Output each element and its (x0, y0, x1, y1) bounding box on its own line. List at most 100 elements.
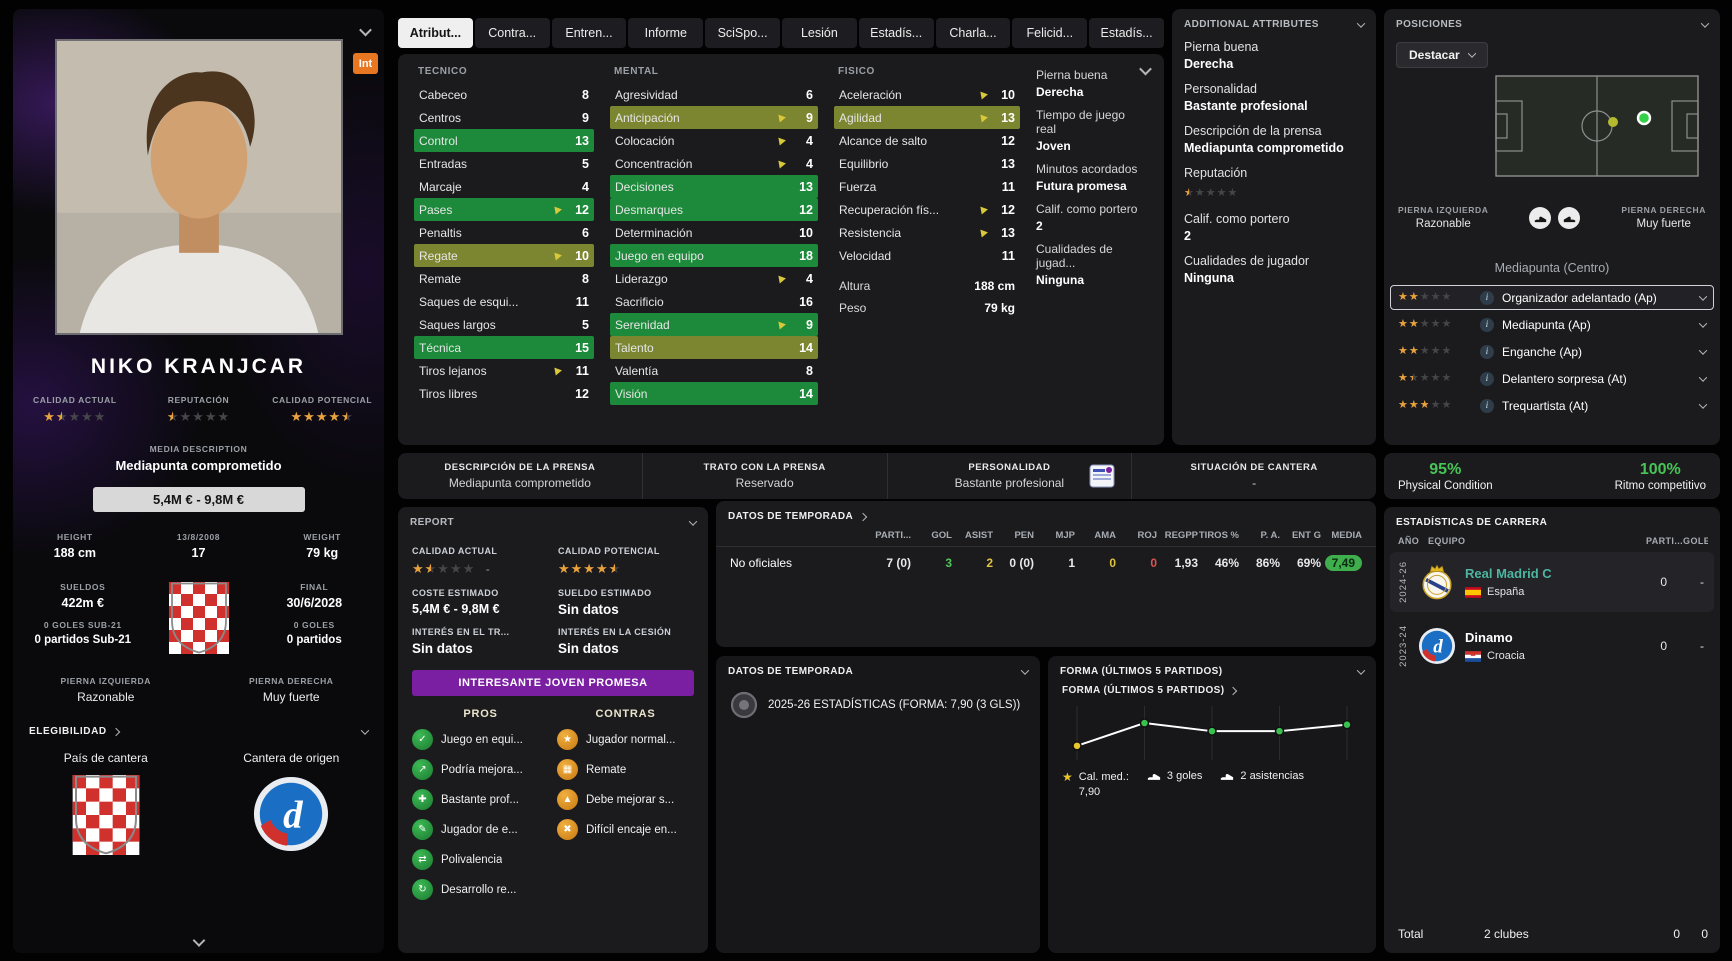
tab[interactable]: Informe (628, 18, 704, 48)
chevron-down-icon[interactable] (1356, 665, 1366, 675)
stat-value: 0 (1109, 556, 1116, 570)
role-label: Mediapunta (Ap) (1502, 317, 1591, 332)
tab[interactable]: SciSpo... (705, 18, 780, 48)
con-label: Remate (586, 763, 627, 776)
role-row[interactable]: ★★★★★★★★★★ i Mediapunta (Ap) (1390, 312, 1714, 337)
season-summary-row[interactable]: 2025-26 ESTADÍSTICAS (FORMA: 7,90 (3 GLS… (716, 683, 1040, 727)
attribute-name: Regate (419, 248, 458, 263)
peso-value: 79 kg (984, 301, 1015, 315)
weight-label: WEIGHT (303, 532, 341, 542)
career-row[interactable]: 2024-26 Real Madrid C España 0 - (1390, 552, 1714, 612)
tab[interactable]: Charla... (935, 18, 1011, 48)
team-name[interactable]: Dinamo (1465, 630, 1513, 646)
form-link[interactable]: FORMA (ÚLTIMOS 5 PARTIDOS) (1048, 683, 1376, 696)
attribute-value: 13 (575, 133, 589, 148)
destacar-dropdown[interactable]: Destacar (1396, 42, 1488, 68)
pro-icon: ⇄ (412, 849, 433, 870)
form-chart (1072, 706, 1352, 760)
role-label: Delantero sorpresa (At) (1502, 371, 1627, 386)
season-stats-title: DATOS DE TEMPORADA (728, 511, 854, 522)
chevron-down-icon[interactable] (359, 23, 372, 37)
attribute-name: Recuperación fís... (839, 202, 940, 217)
tab[interactable]: Estadís... (1089, 18, 1164, 48)
year-column-header: AÑO (1398, 536, 1420, 546)
improvement-arrow-icon (980, 204, 989, 215)
assists-stat: 2 asistencias (1220, 770, 1304, 782)
info-icon[interactable]: i (1480, 344, 1494, 359)
wage-label: SUELDOS (60, 582, 106, 592)
chevron-down-icon[interactable] (1698, 372, 1708, 382)
attribute-row: Aceleración 10 (834, 83, 1020, 106)
chevron-down-icon[interactable] (1698, 345, 1708, 355)
attribute-name: Agresividad (615, 87, 678, 102)
stat-cell: 0 (0) (993, 556, 1034, 570)
career-stats-title: ESTADÍSTICAS DE CARRERA (1396, 517, 1548, 528)
physical-condition-value: 95% (1429, 460, 1462, 478)
chevron-down-icon[interactable] (1020, 665, 1030, 675)
primary-position-dot[interactable] (1636, 110, 1652, 126)
stat-cell: 1 (1034, 556, 1075, 570)
left-foot-block: PIERNA IZQUIERDA Razonable (13, 676, 199, 704)
pro-item: ✎ Jugador de e... (412, 819, 549, 840)
con-label: Difícil encaje en... (586, 823, 677, 836)
attribute-name: Visión (615, 386, 648, 401)
chevron-down-icon[interactable] (1698, 291, 1708, 301)
tab[interactable]: Lesión (781, 18, 857, 48)
chevron-down-icon[interactable] (688, 516, 698, 526)
attribute-row: Velocidad 11 (834, 244, 1020, 267)
secondary-position-dot[interactable] (1608, 117, 1618, 127)
pro-icon: ↻ (412, 879, 433, 900)
press-item-label: PERSONALIDAD (968, 462, 1051, 473)
attribute-row: Centros 9 (414, 106, 594, 129)
loan-interest-block: INTERÉS EN LA CESIÓN Sin datos (558, 627, 694, 656)
attribute-name: Concentración (615, 156, 693, 171)
tab[interactable]: Estadís... (858, 18, 934, 48)
info-icon[interactable]: i (1480, 371, 1494, 386)
destacar-label: Destacar (1409, 48, 1460, 62)
tab[interactable]: Felicid... (1012, 18, 1088, 48)
info-icon[interactable]: i (1480, 290, 1494, 305)
role-row[interactable]: ★★★★★★★★★★ i Trequartista (At) (1390, 393, 1714, 418)
attribute-pair-label: Descripción de la prensa (1184, 124, 1322, 138)
chevron-down-icon[interactable] (192, 934, 205, 947)
role-label: Organizador adelantado (Ap) (1502, 290, 1657, 305)
info-icon[interactable]: i (1480, 317, 1494, 332)
improvement-arrow-icon (554, 250, 563, 261)
tab[interactable]: Contra... (474, 18, 550, 48)
height-block: HEIGHT 188 cm (13, 532, 137, 560)
eligibility-row[interactable]: ELEGIBILIDAD (13, 725, 384, 737)
chevron-down-icon[interactable] (360, 725, 370, 735)
attribute-pair-label: Tiempo de juego real (1036, 108, 1125, 136)
tab[interactable]: Entren... (551, 18, 627, 48)
attribute-name: Resistencia (839, 225, 902, 240)
real-madrid-crest-icon (1418, 563, 1456, 601)
chevron-down-icon[interactable] (1700, 18, 1710, 28)
reputacion-stars: ★★★★★★★★★★ (166, 409, 231, 424)
attribute-value: 9 (806, 110, 813, 125)
chevron-down-icon[interactable] (1698, 318, 1708, 328)
season-stats-link[interactable]: DATOS DE TEMPORADA (728, 511, 868, 522)
tab[interactable]: Atribut... (398, 18, 473, 48)
con-item: ▦ Remate (557, 759, 694, 780)
pros-list: ✓ Juego en equi... ↗ Podría mejora... ✚ (412, 729, 549, 900)
chevron-right-icon (858, 512, 868, 521)
attribute-value: 12 (1001, 202, 1015, 217)
role-row[interactable]: ★★★★★★★★★★ i Organizador adelantado (Ap) (1390, 285, 1714, 310)
attribute-row: Liderazgo 4 (610, 267, 818, 290)
dinamo-zagreb-crest-icon (252, 775, 330, 853)
attribute-pair-label: Pierna buena (1184, 40, 1259, 54)
attribute-pair-value: 2 (1036, 219, 1043, 233)
team-link[interactable]: Real Madrid C (1465, 566, 1552, 582)
con-icon: ✖ (557, 819, 578, 840)
stat-cell: 3 (911, 556, 952, 570)
attribute-value: 13 (1001, 225, 1015, 240)
career-row[interactable]: 2023-24 Dinamo Croacia 0 - (1390, 616, 1714, 676)
chevron-down-icon[interactable] (1698, 399, 1708, 409)
role-row[interactable]: ★★★★★★★★★★ i Enganche (Ap) (1390, 339, 1714, 364)
role-row[interactable]: ★★★★★★★★★★ i Delantero sorpresa (At) (1390, 366, 1714, 391)
transfer-interest-block: INTERÉS EN EL TR... Sin datos (412, 627, 548, 656)
chevron-down-icon[interactable] (1356, 18, 1366, 28)
improvement-arrow-icon (778, 158, 787, 169)
contract-end-value: 30/6/2028 (286, 596, 343, 610)
info-icon[interactable]: i (1480, 398, 1494, 413)
